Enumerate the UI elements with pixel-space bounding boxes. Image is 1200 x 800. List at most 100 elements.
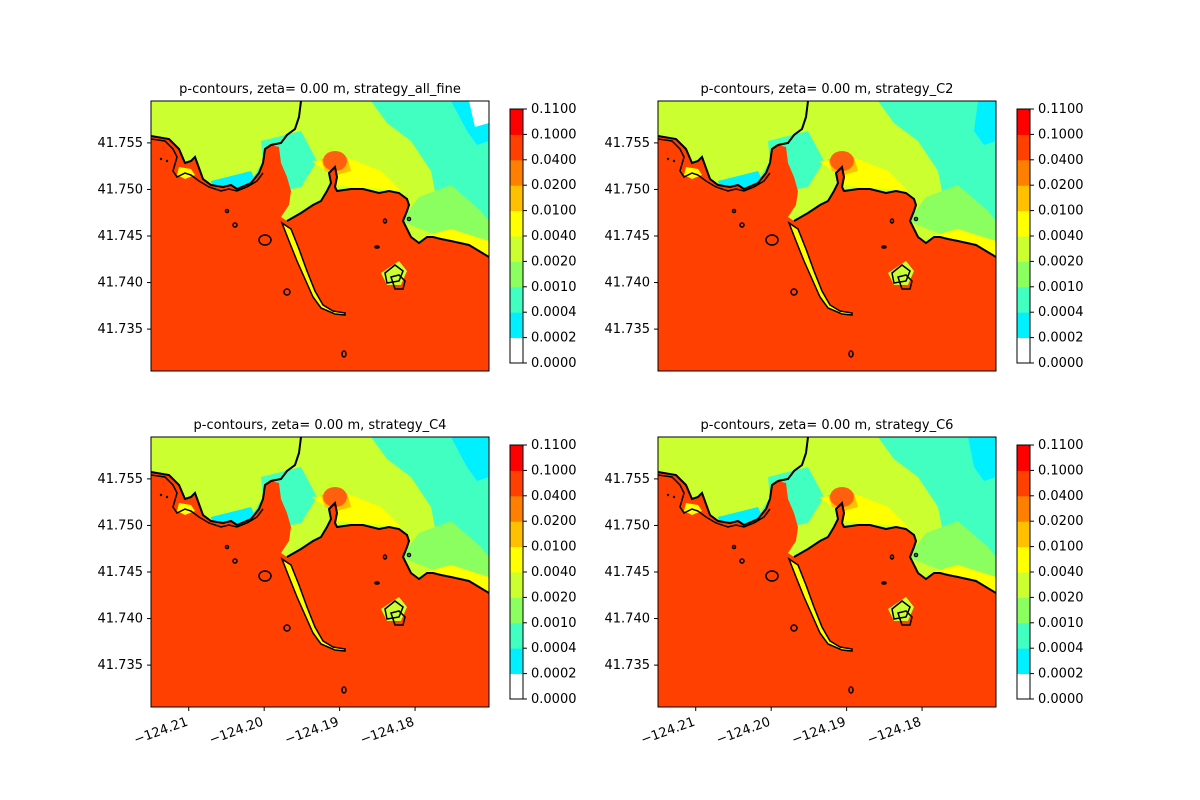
colorbar-label: 0.0100	[531, 540, 577, 555]
zone-high	[658, 472, 996, 707]
island	[739, 558, 745, 564]
zone-cyan	[974, 101, 996, 145]
y-tick-label: 41.740	[98, 612, 144, 627]
colorbar-label: 0.0020	[1038, 590, 1084, 605]
island	[881, 581, 887, 585]
colorbar-label: 0.0400	[1038, 153, 1084, 168]
shoreline-north	[151, 437, 302, 527]
rock	[159, 157, 163, 161]
colorbar-segment	[510, 159, 523, 186]
y-tick-label: 41.755	[605, 136, 651, 151]
inner-bay-edge	[891, 600, 911, 620]
zone-yg-north	[301, 437, 361, 491]
colorbar: 0.0000 0.0002 0.0004 0.0010 0.0020 0.0040 0.01…	[1016, 438, 1084, 707]
colorbar-segment	[1017, 134, 1030, 161]
zone-peak	[830, 487, 854, 507]
colorbar: 0.0000 0.0002 0.0004 0.0010 0.0020 0.0040 0.01…	[1016, 102, 1084, 371]
colorbar-segment	[1017, 185, 1030, 212]
inner-bay-edge	[384, 264, 404, 284]
colorbar-label: 0.0100	[1038, 540, 1084, 555]
colorbar-label: 0.1100	[531, 102, 577, 117]
colorbar-segment	[510, 673, 523, 700]
island	[848, 686, 854, 694]
y-axis: 41.755 41.750 41.745 41.740 41.735	[605, 136, 658, 337]
colorbar-segment	[1017, 470, 1030, 497]
colorbar-segment	[510, 134, 523, 161]
colorbar-segment	[1017, 109, 1030, 135]
colorbar-label: 0.0002	[531, 331, 577, 346]
zone-cyan	[968, 437, 996, 481]
colorbar-segment	[510, 622, 523, 649]
shoreline-spit	[793, 500, 996, 594]
inner-bay-outline	[897, 274, 913, 290]
y-tick-label: 41.755	[98, 136, 144, 151]
island	[283, 288, 291, 296]
colorbar-segment	[510, 648, 523, 675]
island	[232, 558, 238, 564]
y-axis: 41.755 41.750 41.745 41.740 41.735	[98, 136, 151, 337]
colorbar-segment	[510, 337, 523, 364]
shoreline-west	[151, 474, 264, 528]
colorbar-segment	[1017, 337, 1030, 364]
colorbar-label: 0.0004	[1038, 305, 1084, 320]
colorbar-label: 0.0200	[1038, 178, 1084, 193]
colorbar-segment	[1017, 210, 1030, 237]
panel-title: p-contours, zeta= 0.00 m, strategy_C2	[701, 82, 954, 97]
y-tick-label: 41.755	[605, 472, 651, 487]
island	[224, 208, 230, 214]
colorbar-segment	[510, 546, 523, 573]
panel-title: p-contours, zeta= 0.00 m, strategy_all_f…	[179, 82, 461, 97]
x-tick-label: −124.19	[790, 715, 848, 748]
zone-peak	[830, 151, 854, 171]
colorbar-label: 0.1100	[1038, 438, 1084, 453]
colorbar-label: 0.1100	[531, 438, 577, 453]
colorbar-segment	[510, 521, 523, 548]
contour-map	[151, 101, 489, 371]
inner-bay-outline	[897, 610, 913, 626]
jetty-outline	[280, 221, 346, 316]
colorbar-label: 0.0004	[531, 305, 577, 320]
colorbar-segment	[510, 445, 523, 471]
shoreline-north	[151, 101, 302, 191]
zone-peak	[323, 487, 347, 507]
colorbar-segment	[1017, 312, 1030, 339]
x-axis: −124.21 −124.20 −124.19 −124.18	[639, 707, 923, 748]
rock	[666, 493, 670, 497]
y-tick-label: 41.750	[98, 182, 144, 197]
island	[258, 234, 272, 246]
colorbar-label: 0.0010	[531, 616, 577, 631]
x-tick-label: −124.18	[865, 715, 923, 748]
island	[731, 208, 737, 214]
rock	[159, 493, 163, 497]
colorbar: 0.0000 0.0002 0.0004 0.0010 0.0020 0.0040 0.01…	[509, 438, 577, 707]
shoreline-west	[151, 138, 264, 192]
colorbar-label: 0.1000	[1038, 463, 1084, 478]
x-tick-label: −124.21	[132, 715, 190, 748]
zone-high	[151, 136, 489, 371]
rock	[666, 157, 670, 161]
zone-yg-north	[301, 101, 361, 155]
colorbar-segment	[1017, 673, 1030, 700]
colorbar-segment	[510, 210, 523, 237]
colorbar-segment	[510, 572, 523, 598]
shoreline-spit	[286, 164, 489, 258]
colorbar-segment	[1017, 495, 1030, 522]
y-axis: 41.755 41.750 41.745 41.740 41.735	[98, 472, 151, 673]
y-axis: 41.755 41.750 41.745 41.740 41.735	[605, 472, 658, 673]
colorbar-label: 0.0040	[1038, 565, 1084, 580]
shoreline-west	[658, 138, 771, 192]
zone-yg-north	[808, 437, 868, 491]
colorbar-label: 0.0000	[1038, 356, 1084, 371]
colorbar-label: 0.0200	[531, 178, 577, 193]
colorbar-segment	[510, 236, 523, 262]
y-tick-label: 41.745	[98, 229, 144, 244]
panel-strategy-c2: p-contours, zeta= 0.00 m, strategy_C2 41…	[605, 82, 1084, 372]
rock	[672, 159, 676, 163]
island	[913, 552, 919, 558]
island	[731, 544, 737, 550]
rock	[165, 159, 169, 163]
rock	[672, 495, 676, 499]
island	[406, 552, 412, 558]
y-tick-label: 41.745	[605, 229, 651, 244]
island	[382, 218, 388, 224]
